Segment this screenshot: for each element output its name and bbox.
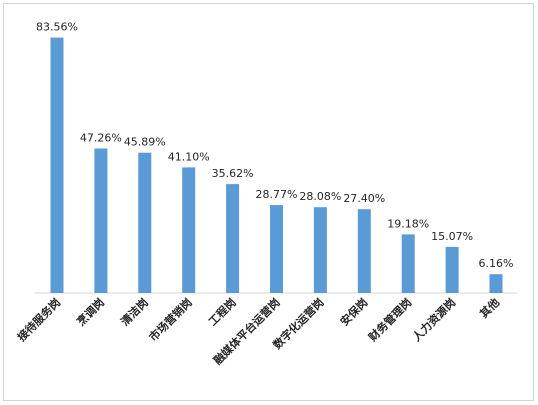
chart-area bbox=[3, 3, 534, 401]
value-label-9: 19.18% bbox=[387, 217, 429, 230]
bar-10 bbox=[445, 246, 459, 293]
category-label-1: 接待服务岗 bbox=[14, 295, 63, 344]
value-label-6: 28.77% bbox=[256, 188, 298, 201]
bar-3 bbox=[138, 152, 152, 293]
value-labels-group: 83.56% 47.26% 45.89%41.10%35.62%28.77% 28.0… bbox=[36, 21, 513, 271]
bar-11 bbox=[489, 274, 503, 293]
bar-1 bbox=[50, 37, 64, 293]
bar-9 bbox=[401, 234, 415, 293]
bar-6 bbox=[270, 205, 283, 293]
bar-8 bbox=[357, 209, 371, 293]
value-label-10: 15.07% bbox=[431, 230, 473, 243]
category-label-10: 人力资源岗 bbox=[409, 295, 458, 344]
value-label-7: 28.08% bbox=[299, 190, 341, 203]
category-label-8: 安保岗 bbox=[337, 295, 370, 328]
bar-7 bbox=[313, 207, 327, 293]
category-label-2: 烹调岗 bbox=[74, 295, 107, 328]
value-label-4: 41.10% bbox=[168, 150, 210, 163]
bar-5 bbox=[226, 184, 240, 293]
category-label-9: 财务管理岗 bbox=[365, 295, 414, 344]
value-label-3: 45.89% bbox=[124, 136, 166, 149]
value-label-1: 83.56% bbox=[36, 21, 78, 34]
value-label-5: 35.62% bbox=[212, 167, 254, 180]
bars-group bbox=[50, 37, 503, 293]
bar-2 bbox=[94, 148, 108, 293]
bar-4 bbox=[182, 167, 196, 293]
value-label-11: 6.16% bbox=[479, 257, 514, 270]
category-label-11: 其他 bbox=[477, 295, 502, 320]
category-label-3: 清洁岗 bbox=[118, 295, 151, 328]
category-label-4: 市场营销岗 bbox=[146, 295, 195, 344]
value-label-8: 27.40% bbox=[343, 192, 385, 205]
category-label-5: 工程岗 bbox=[205, 295, 238, 328]
value-label-2: 47.26% bbox=[80, 132, 122, 145]
